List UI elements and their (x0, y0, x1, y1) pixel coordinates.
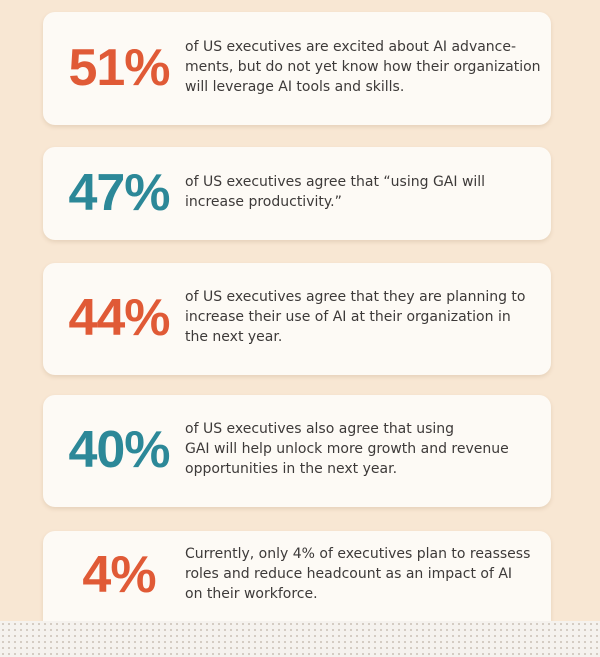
stat-description: of US executives agree that they are pla… (185, 287, 525, 347)
text-line: on their workforce. (185, 586, 318, 602)
stat-description: Currently, only 4% of executives plan to… (185, 544, 530, 604)
text-line: roles and reduce headcount as an impact … (185, 566, 513, 582)
stat-description: of US executives also agree that using GA… (185, 419, 509, 479)
text-line: increase their use of AI at their organi… (185, 309, 511, 325)
text-line: increase productivity.” (185, 193, 342, 210)
text-line: GAI will help unlock more growth and rev… (185, 441, 509, 457)
stat-card: 51% of US executives are excited about AI… (43, 12, 551, 125)
text-line: opportunities in the next year. (185, 461, 398, 477)
text-line: of US executives agree that “using GAI w… (185, 173, 486, 190)
stat-value: 47% (68, 163, 170, 222)
stat-value: 4% (82, 546, 156, 604)
text-line: of US executives also agree that using (185, 421, 455, 437)
stat-value: 44% (68, 289, 170, 347)
stat-value: 51% (68, 38, 170, 97)
stat-card: 47% of US executives agree that “using GA… (43, 147, 551, 240)
dotted-band (0, 621, 600, 657)
text-line: the next year. (185, 329, 283, 345)
stat-value: 40% (68, 421, 170, 479)
text-line: ments, but do not yet know how their org… (185, 58, 541, 75)
stat-card: 40% of US executives also agree that usin… (43, 395, 551, 507)
stat-description: of US executives agree that “using GAI w… (185, 172, 485, 212)
text-line: of US executives are excited about AI ad… (185, 38, 517, 55)
text-line: will leverage AI tools and skills. (185, 78, 405, 95)
stat-card: 44% of US executives agree that they are … (43, 263, 551, 375)
stat-description: of US executives are excited about AI ad… (185, 37, 541, 97)
text-line: Currently, only 4% of executives plan to… (185, 546, 531, 562)
text-line: of US executives agree that they are pla… (185, 289, 526, 305)
